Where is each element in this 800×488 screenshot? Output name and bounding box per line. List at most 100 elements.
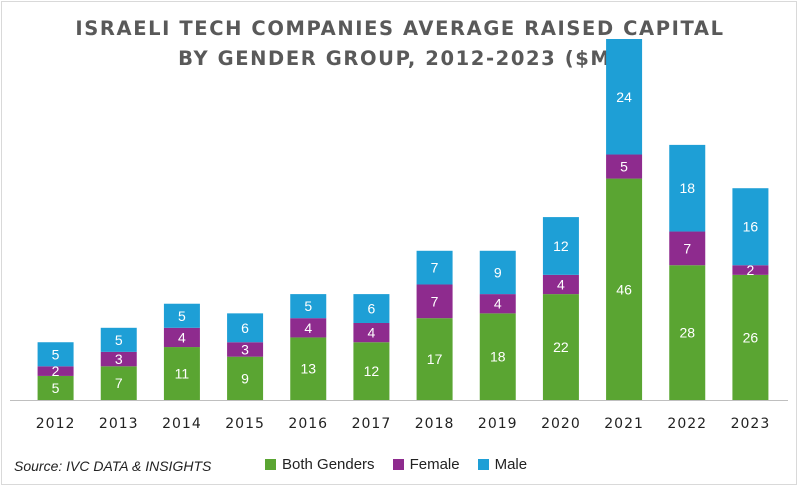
bar-female-2017	[353, 322, 390, 343]
data-label-both-genders-2019: 18	[490, 349, 506, 365]
bar-female-2023	[732, 265, 769, 275]
x-tick-label-2020: 2020	[541, 416, 581, 432]
data-label-male-2012: 5	[52, 346, 60, 362]
bar-male-2021	[606, 39, 643, 155]
legend-label-both-genders: Both Genders	[282, 456, 375, 473]
bar-both-genders-2019	[479, 313, 516, 400]
x-tick-label-2015: 2015	[225, 416, 265, 432]
data-label-female-2020: 4	[557, 276, 565, 292]
data-label-female-2015: 3	[241, 341, 249, 357]
data-label-female-2019: 4	[494, 296, 502, 312]
bar-female-2015	[227, 342, 264, 357]
x-tick-label-2017: 2017	[352, 416, 392, 432]
data-label-both-genders-2020: 22	[553, 339, 569, 355]
x-tick-label-2023: 2023	[731, 416, 771, 432]
bar-both-genders-2022	[669, 265, 706, 400]
legend-swatch-both-genders	[265, 459, 276, 470]
bar-female-2013	[100, 351, 137, 367]
legend-item-female: Female	[392, 456, 460, 473]
x-tick-label-2016: 2016	[288, 416, 328, 432]
data-label-male-2019: 9	[494, 264, 502, 280]
legend-swatch-female	[392, 459, 404, 470]
x-tick-label-2012: 2012	[36, 416, 76, 432]
data-label-both-genders-2022: 28	[679, 325, 695, 341]
bar-male-2017	[353, 294, 390, 323]
bar-both-genders-2014	[163, 347, 200, 400]
bar-both-genders-2021	[606, 178, 643, 400]
data-label-both-genders-2015: 9	[241, 370, 249, 386]
chart-title: ISRAELI TECH COMPANIES AVERAGE RAISED CA…	[0, 14, 800, 74]
data-label-female-2023: 2	[747, 262, 755, 278]
data-label-male-2013: 5	[115, 332, 123, 348]
bar-female-2012	[37, 366, 74, 376]
x-tick-label-2018: 2018	[415, 416, 455, 432]
bar-male-2015	[227, 313, 264, 343]
legend-label-male: Male	[494, 456, 528, 473]
chart-title-line-2: BY GENDER GROUP, 2012-2023 ($M)	[178, 47, 622, 70]
data-label-both-genders-2018: 17	[427, 351, 443, 367]
data-label-male-2021: 24	[616, 89, 632, 105]
data-label-female-2017: 4	[368, 325, 376, 341]
data-label-both-genders-2016: 13	[300, 361, 316, 377]
x-tick-label-2022: 2022	[667, 416, 707, 432]
bar-male-2022	[669, 144, 706, 232]
bar-female-2021	[606, 154, 643, 179]
bar-male-2023	[732, 188, 769, 266]
bar-both-genders-2015	[227, 356, 264, 400]
data-label-female-2013: 3	[115, 351, 123, 367]
data-label-both-genders-2017: 12	[364, 363, 380, 379]
bar-male-2016	[290, 294, 327, 319]
legend-label-female: Female	[409, 456, 460, 473]
source-note: Source: IVC DATA & INSIGHTS	[14, 458, 212, 474]
data-label-female-2018: 7	[431, 293, 439, 309]
data-label-female-2022: 7	[683, 240, 691, 256]
bar-both-genders-2017	[353, 342, 390, 400]
bar-female-2014	[163, 327, 200, 348]
data-label-male-2016: 5	[304, 298, 312, 314]
data-label-female-2014: 4	[178, 329, 186, 345]
bar-both-genders-2023	[732, 274, 769, 400]
bar-both-genders-2020	[542, 294, 579, 400]
data-label-both-genders-2021: 46	[616, 281, 632, 297]
chart-title-line-1: ISRAELI TECH COMPANIES AVERAGE RAISED CA…	[75, 17, 725, 40]
bar-male-2019	[479, 250, 516, 295]
data-label-female-2016: 4	[304, 320, 312, 336]
legend-swatch-male	[477, 459, 489, 470]
bar-both-genders-2013	[100, 366, 137, 400]
bar-female-2019	[479, 294, 516, 314]
bar-both-genders-2016	[290, 337, 327, 400]
x-tick-label-2014: 2014	[162, 416, 202, 432]
data-label-female-2021: 5	[620, 159, 628, 175]
data-label-both-genders-2023: 26	[743, 329, 759, 345]
data-label-male-2023: 16	[743, 219, 759, 235]
bar-female-2022	[669, 231, 706, 266]
bar-male-2014	[163, 303, 200, 328]
data-label-male-2020: 12	[553, 238, 569, 254]
legend-item-male: Male	[477, 456, 528, 473]
data-label-female-2012: 2	[52, 363, 60, 379]
data-label-male-2014: 5	[178, 308, 186, 324]
data-label-both-genders-2012: 5	[52, 380, 60, 396]
bar-female-2016	[290, 318, 327, 338]
chart-legend: Both Genders Female Male	[265, 456, 545, 473]
x-tick-label-2021: 2021	[604, 416, 644, 432]
bar-female-2018	[416, 284, 453, 319]
data-label-male-2022: 18	[679, 180, 695, 196]
bar-female-2020	[542, 274, 579, 295]
bar-male-2018	[416, 250, 453, 285]
legend-item-both-genders: Both Genders	[265, 456, 375, 473]
bar-male-2020	[542, 217, 579, 275]
bar-male-2012	[37, 342, 74, 367]
data-label-male-2017: 6	[368, 301, 376, 317]
bar-male-2013	[100, 327, 137, 352]
bar-both-genders-2018	[416, 318, 453, 400]
x-tick-label-2019: 2019	[478, 416, 518, 432]
data-label-male-2018: 7	[431, 260, 439, 276]
data-label-male-2015: 6	[241, 320, 249, 336]
bar-both-genders-2012	[37, 375, 74, 400]
data-label-both-genders-2014: 11	[175, 366, 190, 382]
x-tick-label-2013: 2013	[99, 416, 139, 432]
data-label-both-genders-2013: 7	[115, 375, 123, 391]
